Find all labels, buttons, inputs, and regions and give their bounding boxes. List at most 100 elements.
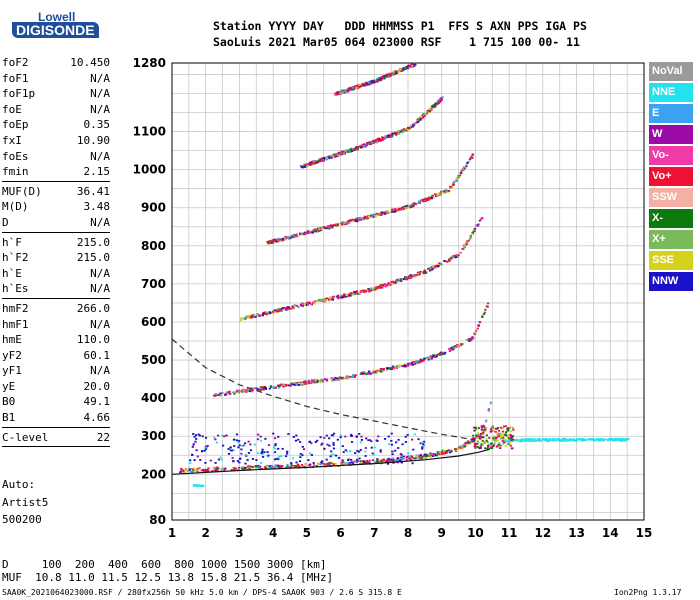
echo-point — [325, 297, 328, 300]
echo-point — [379, 77, 382, 80]
echo-point — [397, 70, 400, 73]
echo-point — [508, 427, 511, 429]
echo-point — [390, 432, 393, 435]
echo-point — [322, 380, 325, 383]
param-row: B1 4.66 — [2, 410, 110, 426]
echo-point — [468, 338, 471, 340]
echo-point — [422, 200, 425, 203]
echo-point — [391, 74, 394, 76]
echo-point — [308, 232, 311, 234]
echo-point — [343, 294, 346, 297]
echo-point — [352, 149, 355, 151]
echo-point — [418, 200, 421, 203]
echo-point — [436, 453, 439, 455]
echo-point — [390, 439, 393, 442]
echo-point — [337, 294, 340, 297]
echo-point — [340, 223, 344, 226]
echo-point — [324, 227, 327, 230]
echo-point — [428, 197, 431, 200]
echo-point — [622, 437, 625, 440]
echo-point — [412, 363, 415, 366]
echo-point — [302, 232, 306, 235]
echo-point — [377, 460, 380, 463]
echo-point — [500, 434, 503, 437]
echo-point — [413, 274, 416, 277]
echo-point — [179, 470, 183, 473]
echo-point — [368, 81, 372, 83]
echo-point — [436, 451, 440, 454]
echo-point — [494, 427, 497, 430]
x-tick-label: 13 — [568, 526, 585, 540]
echo-point — [274, 444, 277, 447]
echo-point — [417, 272, 420, 275]
echo-point — [239, 319, 243, 322]
echo-point — [188, 469, 191, 472]
echo-point — [414, 363, 417, 365]
echo-point — [510, 438, 514, 441]
echo-point — [368, 439, 371, 441]
echo-point — [474, 227, 477, 230]
echo-point — [228, 390, 231, 393]
footer-muf: MUF 10.8 11.0 11.5 12.5 13.8 15.8 21.5 3… — [2, 571, 334, 584]
echo-point — [434, 453, 437, 455]
echo-point — [358, 433, 361, 435]
echo-point — [427, 111, 430, 114]
echo-point — [189, 459, 192, 462]
param-row: M(D) 3.48 — [2, 199, 110, 215]
echo-point — [253, 387, 257, 390]
echo-point — [191, 468, 194, 470]
legend-item: SSW — [649, 188, 693, 207]
echo-point — [237, 441, 240, 444]
echo-point — [342, 461, 345, 463]
echo-point — [303, 166, 306, 168]
echo-point — [430, 266, 434, 268]
echo-point — [200, 484, 203, 487]
echo-point — [254, 316, 257, 318]
echo-point — [219, 456, 222, 459]
echo-point — [206, 468, 209, 471]
echo-point — [305, 162, 308, 165]
echo-point — [471, 231, 474, 234]
echo-point — [361, 143, 364, 146]
echo-point — [379, 368, 382, 371]
echo-point — [264, 437, 267, 440]
echo-point — [496, 432, 499, 435]
y-tick-label: 400 — [141, 391, 166, 405]
echo-point — [384, 461, 387, 463]
echo-point — [381, 284, 384, 287]
param-separator — [2, 426, 110, 428]
echo-point — [306, 165, 309, 167]
echo-point — [476, 443, 479, 445]
echo-point — [587, 438, 590, 441]
echo-point — [321, 462, 324, 465]
echo-point — [395, 132, 399, 134]
echo-point — [465, 339, 468, 341]
echo-point — [373, 288, 377, 291]
echo-point — [227, 448, 230, 450]
echo-point — [342, 222, 345, 225]
echo-point — [294, 465, 297, 468]
echo-point — [481, 442, 484, 445]
echo-point — [222, 444, 225, 447]
param-value: N/A — [90, 282, 110, 296]
echo-point — [277, 308, 280, 310]
param-value: N/A — [90, 87, 110, 101]
echo-point — [516, 438, 519, 441]
echo-point — [310, 381, 314, 383]
echo-point — [256, 388, 259, 391]
echo-point — [306, 304, 309, 306]
echo-points — [179, 62, 630, 488]
echo-point — [279, 308, 282, 311]
param-name: h`F2 — [2, 251, 29, 265]
echo-point — [338, 93, 341, 96]
echo-point — [385, 369, 389, 372]
echo-point — [328, 461, 332, 464]
param-name: C-level — [2, 430, 49, 444]
echo-point — [324, 299, 327, 302]
echo-point — [494, 440, 497, 442]
echo-point — [378, 214, 381, 217]
echo-point — [240, 317, 243, 320]
echo-point — [526, 438, 529, 440]
echo-point — [450, 349, 453, 351]
echo-point — [387, 435, 390, 438]
